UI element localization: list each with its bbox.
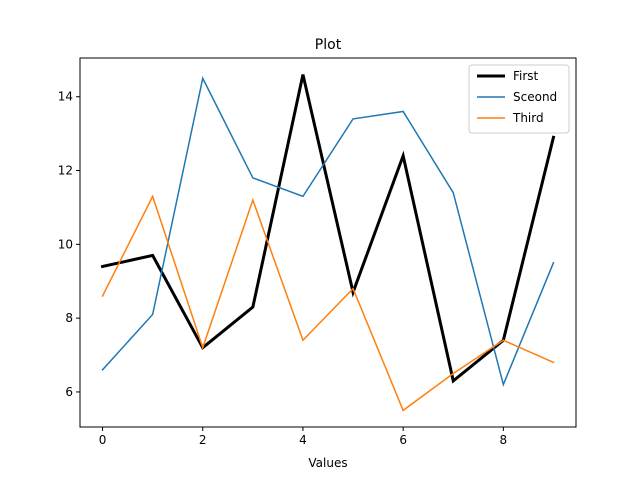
legend-label-sceond: Sceond <box>513 90 557 104</box>
y-tick-label: 6 <box>65 385 73 399</box>
x-tick-label: 0 <box>99 433 107 447</box>
legend-label-first: First <box>513 69 539 83</box>
x-tick-label: 4 <box>299 433 307 447</box>
legend-label-third: Third <box>512 111 544 125</box>
series-line-first <box>100 74 556 384</box>
series-line-sceond <box>101 76 555 387</box>
x-tick-label: 6 <box>399 433 407 447</box>
y-tick-label: 12 <box>58 164 73 178</box>
x-tick-label: 2 <box>199 433 207 447</box>
x-axis-label: Values <box>308 456 347 470</box>
chart-title: Plot <box>315 37 342 53</box>
y-tick-label: 8 <box>65 311 73 325</box>
y-tick-label: 10 <box>58 237 73 251</box>
legend-box <box>468 64 570 134</box>
series-line-third <box>101 194 555 412</box>
plot-frame <box>79 57 577 428</box>
x-tick-label: 8 <box>500 433 508 447</box>
y-tick-label: 14 <box>58 90 73 104</box>
